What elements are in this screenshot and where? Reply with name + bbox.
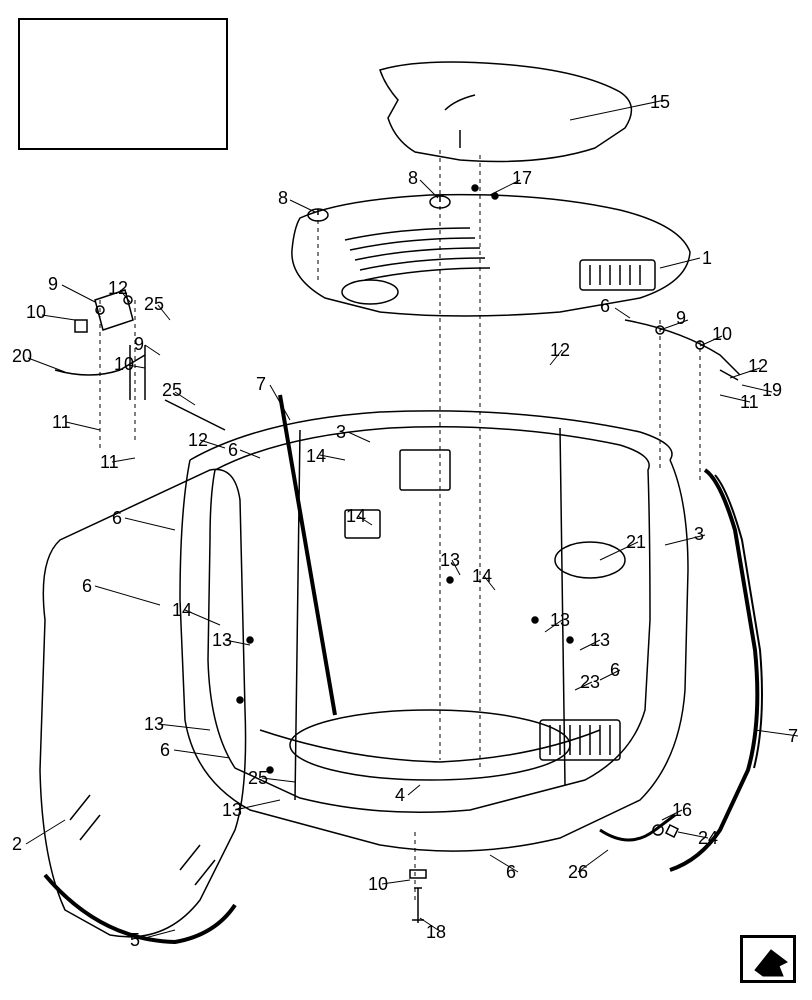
- callout-2: 2: [12, 834, 22, 855]
- callout-6: 6: [610, 660, 620, 681]
- callout-18: 18: [426, 922, 446, 943]
- callout-25: 25: [248, 768, 268, 789]
- callout-13: 13: [212, 630, 232, 651]
- callout-11: 11: [740, 392, 759, 413]
- callout-6: 6: [82, 576, 92, 597]
- callout-12: 12: [550, 340, 570, 361]
- callout-11: 11: [100, 452, 119, 473]
- parts-diagram: 1581781912256109109201210127251911113126…: [0, 0, 812, 1000]
- footer-arrow-icon: [740, 935, 796, 983]
- callout-13: 13: [590, 630, 610, 651]
- callout-25: 25: [144, 294, 164, 315]
- callout-12: 12: [748, 356, 768, 377]
- callout-10: 10: [368, 874, 388, 895]
- callout-9: 9: [676, 308, 686, 329]
- callout-12: 12: [188, 430, 208, 451]
- callout-6: 6: [228, 440, 238, 461]
- callout-12: 12: [108, 278, 128, 299]
- callout-5: 5: [130, 930, 140, 951]
- callout-8: 8: [278, 188, 288, 209]
- callout-14: 14: [306, 446, 326, 467]
- callout-24: 24: [698, 828, 718, 849]
- callout-6: 6: [112, 508, 122, 529]
- callout-6: 6: [600, 296, 610, 317]
- callout-13: 13: [440, 550, 460, 571]
- callout-1: 1: [702, 248, 712, 269]
- callout-15: 15: [650, 92, 670, 113]
- callout-6: 6: [160, 740, 170, 761]
- callout-3: 3: [336, 422, 346, 443]
- callout-16: 16: [672, 800, 692, 821]
- callout-14: 14: [172, 600, 192, 621]
- callout-13: 13: [222, 800, 242, 821]
- callout-10: 10: [712, 324, 732, 345]
- callout-8: 8: [408, 168, 418, 189]
- callout-17: 17: [512, 168, 532, 189]
- callout-13: 13: [144, 714, 164, 735]
- callout-14: 14: [472, 566, 492, 587]
- callout-14: 14: [346, 506, 366, 527]
- callout-21: 21: [626, 532, 646, 553]
- callout-4: 4: [395, 785, 405, 806]
- callout-10: 10: [114, 354, 134, 375]
- callout-7: 7: [788, 726, 798, 747]
- callout-23: 23: [580, 672, 600, 693]
- diagram-svg: [0, 0, 812, 1000]
- callout-19: 19: [762, 380, 782, 401]
- callout-25: 25: [162, 380, 182, 401]
- callout-3: 3: [694, 524, 704, 545]
- callout-20: 20: [12, 346, 32, 367]
- callout-9: 9: [134, 334, 144, 355]
- callout-6: 6: [506, 862, 516, 883]
- callout-10: 10: [26, 302, 46, 323]
- callout-13: 13: [550, 610, 570, 631]
- callout-9: 9: [48, 274, 58, 295]
- callout-11: 11: [52, 412, 71, 433]
- callout-26: 26: [568, 862, 588, 883]
- callout-7: 7: [256, 374, 266, 395]
